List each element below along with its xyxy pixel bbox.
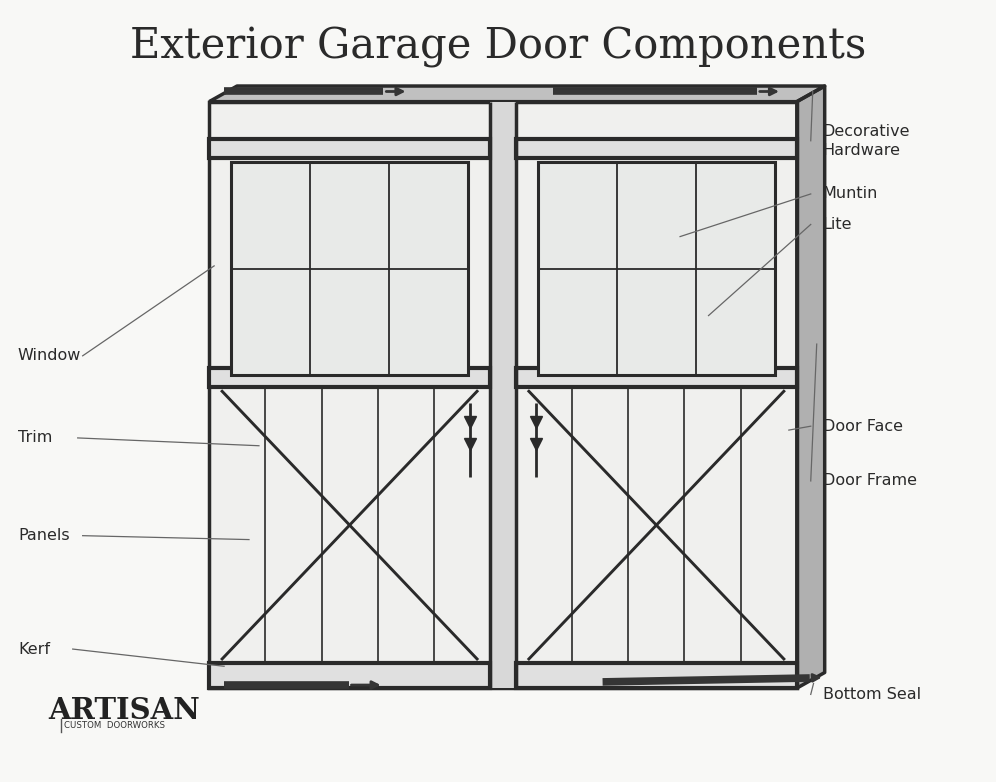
Polygon shape xyxy=(209,86,825,102)
Bar xyxy=(209,102,797,688)
Text: Lite: Lite xyxy=(823,217,853,232)
Text: Bottom Seal: Bottom Seal xyxy=(823,687,921,702)
Bar xyxy=(209,368,490,387)
Bar xyxy=(516,368,797,387)
Text: Trim: Trim xyxy=(18,430,53,446)
Text: Muntin: Muntin xyxy=(823,186,878,202)
Text: Window: Window xyxy=(18,348,82,364)
Text: Exterior Garage Door Components: Exterior Garage Door Components xyxy=(129,26,867,68)
Bar xyxy=(538,162,775,375)
Polygon shape xyxy=(797,86,825,688)
Text: ARTISAN: ARTISAN xyxy=(48,695,199,725)
Text: Decorative
Hardware: Decorative Hardware xyxy=(823,124,910,157)
Bar xyxy=(231,162,468,375)
Text: Kerf: Kerf xyxy=(18,641,50,657)
Bar xyxy=(516,139,797,158)
Bar xyxy=(231,162,468,375)
Bar xyxy=(209,663,490,688)
Bar xyxy=(516,663,797,688)
Bar xyxy=(209,139,490,158)
Text: Door Face: Door Face xyxy=(823,418,902,434)
Text: Door Frame: Door Frame xyxy=(823,473,916,489)
Bar xyxy=(490,102,516,688)
Bar xyxy=(538,162,775,375)
Text: CUSTOM  DOORWORKS: CUSTOM DOORWORKS xyxy=(64,721,164,730)
Text: Panels: Panels xyxy=(18,528,70,543)
